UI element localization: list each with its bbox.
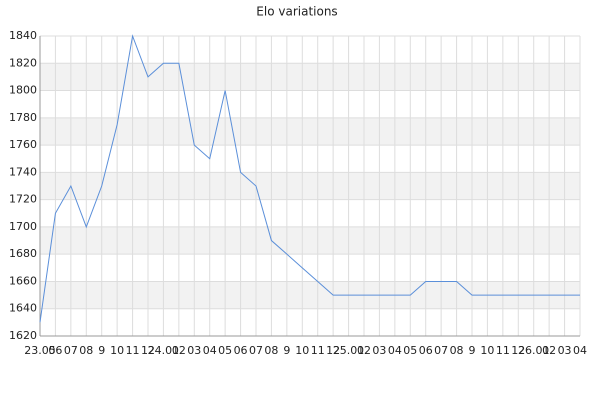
grid-band (40, 226, 580, 255)
y-tick-label: 1680 (9, 247, 37, 260)
x-tick-label: 06 (48, 344, 62, 357)
grid-band (40, 63, 580, 91)
x-tick-label: 10 (480, 344, 494, 357)
x-tick-label: 12 (141, 344, 155, 357)
x-tick-label: 9 (469, 344, 476, 357)
y-tick-label: 1620 (9, 329, 37, 342)
y-tick-label: 1660 (9, 274, 37, 287)
x-tick-label: 9 (283, 344, 290, 357)
y-tick-label: 1720 (9, 193, 37, 206)
x-tick-label: 11 (496, 344, 510, 357)
x-tick-label: 05 (218, 344, 232, 357)
grid-band (40, 117, 580, 146)
x-tick-label: 26.01 (518, 344, 550, 357)
x-tick-label: 05 (403, 344, 417, 357)
y-tick-label: 1700 (9, 220, 37, 233)
data-line (39, 34, 580, 323)
x-tick-label: 02 (542, 344, 556, 357)
x-tick-label: 11 (126, 344, 140, 357)
x-tick-label: 11 (311, 344, 325, 357)
x-tick-label: 25.01 (333, 344, 365, 357)
x-tick-label: 07 (434, 344, 448, 357)
x-tick-label: 07 (64, 344, 78, 357)
x-tick-label: 06 (419, 344, 433, 357)
y-tick-label: 1780 (9, 111, 37, 124)
y-tick-label: 1740 (9, 165, 37, 178)
chart-title: Elo variations (256, 5, 337, 19)
x-tick-label: 06 (234, 344, 248, 357)
x-tick-label: 24.01 (148, 344, 180, 357)
x-tick-label: 04 (573, 344, 587, 357)
x-tick-label: 12 (326, 344, 340, 357)
x-tick-label: 02 (357, 344, 371, 357)
x-tick-label: 10 (110, 344, 124, 357)
x-tick-label: 04 (388, 344, 402, 357)
x-tick-label: 08 (79, 344, 93, 357)
y-tick-label: 1640 (9, 302, 37, 315)
x-tick-label: 07 (249, 344, 263, 357)
x-tick-label: 04 (203, 344, 217, 357)
grid-band (40, 172, 580, 200)
x-tick-label: 9 (98, 344, 105, 357)
y-tick-label: 1760 (9, 138, 37, 151)
x-tick-label: 03 (558, 344, 572, 357)
x-tick-label: 03 (372, 344, 386, 357)
x-tick-label: 08 (264, 344, 278, 357)
x-tick-label: 23.05 (24, 344, 56, 357)
y-tick-label: 1840 (9, 29, 37, 42)
x-tick-label: 03 (187, 344, 201, 357)
x-tick-label: 10 (295, 344, 309, 357)
x-tick-label: 02 (172, 344, 186, 357)
x-tick-label: 12 (511, 344, 525, 357)
x-tick-label: 08 (450, 344, 464, 357)
y-tick-label: 1800 (9, 84, 37, 97)
y-tick-label: 1820 (9, 56, 37, 69)
